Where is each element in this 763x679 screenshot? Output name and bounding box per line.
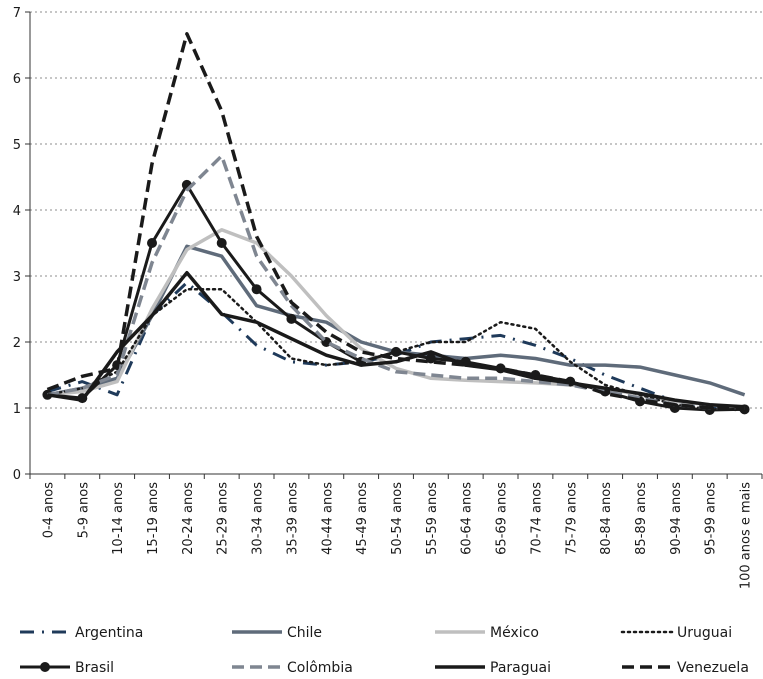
legend-item-uruguai: Uruguai bbox=[620, 625, 732, 641]
gridlines bbox=[30, 11, 762, 409]
x-tick-label: 25-29 anos bbox=[216, 482, 231, 555]
x-tick-label: 40-44 anos bbox=[320, 482, 335, 555]
legend-label: México bbox=[490, 625, 539, 641]
x-tick-label: 30-34 anos bbox=[251, 482, 266, 555]
series-line bbox=[47, 154, 745, 410]
data-point bbox=[147, 238, 157, 248]
legend-item-argentina: Argentina bbox=[20, 625, 143, 641]
legend-item-chile: Chile bbox=[232, 625, 322, 641]
y-tick-label: 0 bbox=[13, 468, 21, 483]
data-point bbox=[286, 313, 297, 324]
y-tick-label: 4 bbox=[13, 204, 21, 219]
legend-label: Chile bbox=[287, 625, 322, 641]
series-line bbox=[46, 281, 745, 410]
legend-label: Uruguai bbox=[677, 625, 732, 641]
legend-label: Paraguai bbox=[490, 660, 551, 676]
x-tick-label: 70-74 anos bbox=[529, 482, 544, 555]
series-venezuela bbox=[46, 32, 745, 412]
data-point bbox=[391, 346, 401, 357]
legend-label: Argentina bbox=[75, 625, 143, 641]
series-line bbox=[46, 32, 745, 412]
series-lines bbox=[42, 32, 750, 415]
legend-item-brasil: Brasil bbox=[20, 660, 114, 676]
x-tick-label: 5-9 anos bbox=[76, 482, 91, 539]
legend-item-méxico: México bbox=[435, 625, 539, 641]
data-point bbox=[251, 284, 262, 295]
x-tick-label: 95-99 anos bbox=[704, 482, 719, 555]
x-tick-label: 80-84 anos bbox=[599, 482, 614, 555]
legend-item-paraguai: Paraguai bbox=[435, 660, 551, 676]
y-tick-label: 3 bbox=[13, 270, 21, 285]
x-tick-label: 85-89 anos bbox=[634, 482, 649, 555]
data-point bbox=[216, 238, 227, 248]
legend-item-venezuela: Venezuela bbox=[622, 660, 749, 676]
x-tick-label: 75-79 anos bbox=[564, 482, 579, 555]
y-tick-label: 2 bbox=[13, 336, 21, 351]
legend-item-colômbia: Colômbia bbox=[232, 660, 353, 676]
legend-label: Colômbia bbox=[287, 660, 353, 676]
x-tick-label: 60-64 anos bbox=[460, 482, 475, 555]
x-tick-label: 20-24 anos bbox=[181, 482, 196, 555]
x-tick-label: 50-54 anos bbox=[390, 482, 405, 555]
y-axis-ticks: 0 1 2 3 4 5 6 7 bbox=[13, 6, 30, 483]
legend-label: Brasil bbox=[75, 660, 114, 676]
series-argentina bbox=[46, 281, 745, 410]
x-tick-label: 10-14 anos bbox=[111, 482, 126, 555]
axes bbox=[29, 12, 762, 475]
x-axis-ticks: 0-4 anos 5-9 anos 10-14 anos 15-19 anos 20-2… bbox=[29, 474, 763, 589]
series-brasil bbox=[42, 179, 750, 415]
y-tick-label: 6 bbox=[13, 72, 21, 87]
x-tick-label: 0-4 anos bbox=[41, 482, 56, 539]
x-tick-label: 90-94 anos bbox=[669, 482, 684, 555]
x-tick-label: 35-39 anos bbox=[285, 482, 300, 555]
data-point bbox=[425, 353, 436, 364]
legend-label: Venezuela bbox=[677, 660, 749, 676]
y-tick-label: 5 bbox=[13, 138, 21, 153]
x-tick-label: 55-59 anos bbox=[425, 482, 440, 555]
series-paraguai bbox=[47, 270, 745, 409]
series-colômbia bbox=[47, 154, 745, 410]
y-tick-label: 7 bbox=[13, 6, 21, 21]
legend: Argentina Chile México Uruguai Brasil Colômbi… bbox=[20, 625, 749, 676]
series-line bbox=[47, 270, 745, 409]
x-tick-label: 65-69 anos bbox=[495, 482, 510, 555]
x-tick-label: 100 anos e mais bbox=[739, 482, 754, 589]
y-tick-label: 1 bbox=[13, 402, 21, 417]
x-tick-label: 45-49 anos bbox=[355, 482, 370, 555]
x-tick-label: 15-19 anos bbox=[146, 482, 161, 555]
legend-marker bbox=[40, 662, 50, 672]
series-line bbox=[47, 183, 745, 412]
